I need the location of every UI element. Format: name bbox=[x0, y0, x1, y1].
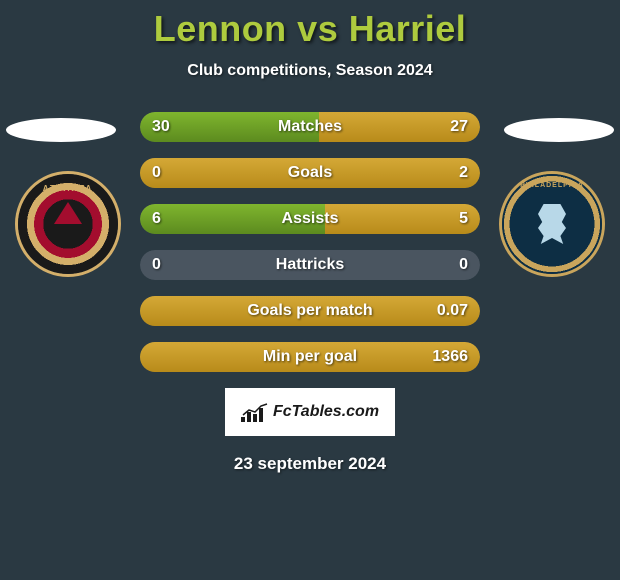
stat-bar: 30 Matches 27 bbox=[140, 112, 480, 142]
bar-value-right: 27 bbox=[450, 118, 468, 136]
club-crest-left bbox=[18, 174, 118, 274]
club-crest-right bbox=[502, 174, 602, 274]
stat-bar: 0 Hattricks 0 bbox=[140, 250, 480, 280]
stat-bar: 0 Goals 2 bbox=[140, 158, 480, 188]
stat-bar: 6 Assists 5 bbox=[140, 204, 480, 234]
player-left-oval bbox=[6, 118, 116, 142]
bar-metric-label: Goals per match bbox=[247, 302, 372, 320]
bar-value-right: 0.07 bbox=[437, 302, 468, 320]
stat-bar: Min per goal 1366 bbox=[140, 342, 480, 372]
bar-value-right: 1366 bbox=[432, 348, 468, 366]
fctables-icon bbox=[241, 402, 269, 422]
bar-fill-right bbox=[325, 204, 480, 234]
source-badge: FcTables.com bbox=[225, 388, 395, 436]
footer-date: 23 september 2024 bbox=[0, 454, 620, 474]
bar-value-left: 30 bbox=[152, 118, 170, 136]
player-right-oval bbox=[504, 118, 614, 142]
bar-value-left: 6 bbox=[152, 210, 161, 228]
comparison-chart: 30 Matches 27 0 Goals 2 6 Assists 5 0 Hattricks 0 Go… bbox=[0, 112, 620, 372]
bar-value-left: 0 bbox=[152, 164, 161, 182]
bar-metric-label: Matches bbox=[278, 118, 342, 136]
page-title: Lennon vs Harriel bbox=[0, 0, 620, 50]
stat-bar: Goals per match 0.07 bbox=[140, 296, 480, 326]
bar-metric-label: Hattricks bbox=[276, 256, 344, 274]
bar-value-right: 2 bbox=[459, 164, 468, 182]
bar-value-right: 0 bbox=[459, 256, 468, 274]
bar-value-left: 0 bbox=[152, 256, 161, 274]
bar-metric-label: Min per goal bbox=[263, 348, 357, 366]
subtitle: Club competitions, Season 2024 bbox=[0, 62, 620, 80]
bar-metric-label: Goals bbox=[288, 164, 332, 182]
bar-metric-label: Assists bbox=[282, 210, 339, 228]
bar-value-right: 5 bbox=[459, 210, 468, 228]
source-badge-text: FcTables.com bbox=[273, 403, 379, 421]
